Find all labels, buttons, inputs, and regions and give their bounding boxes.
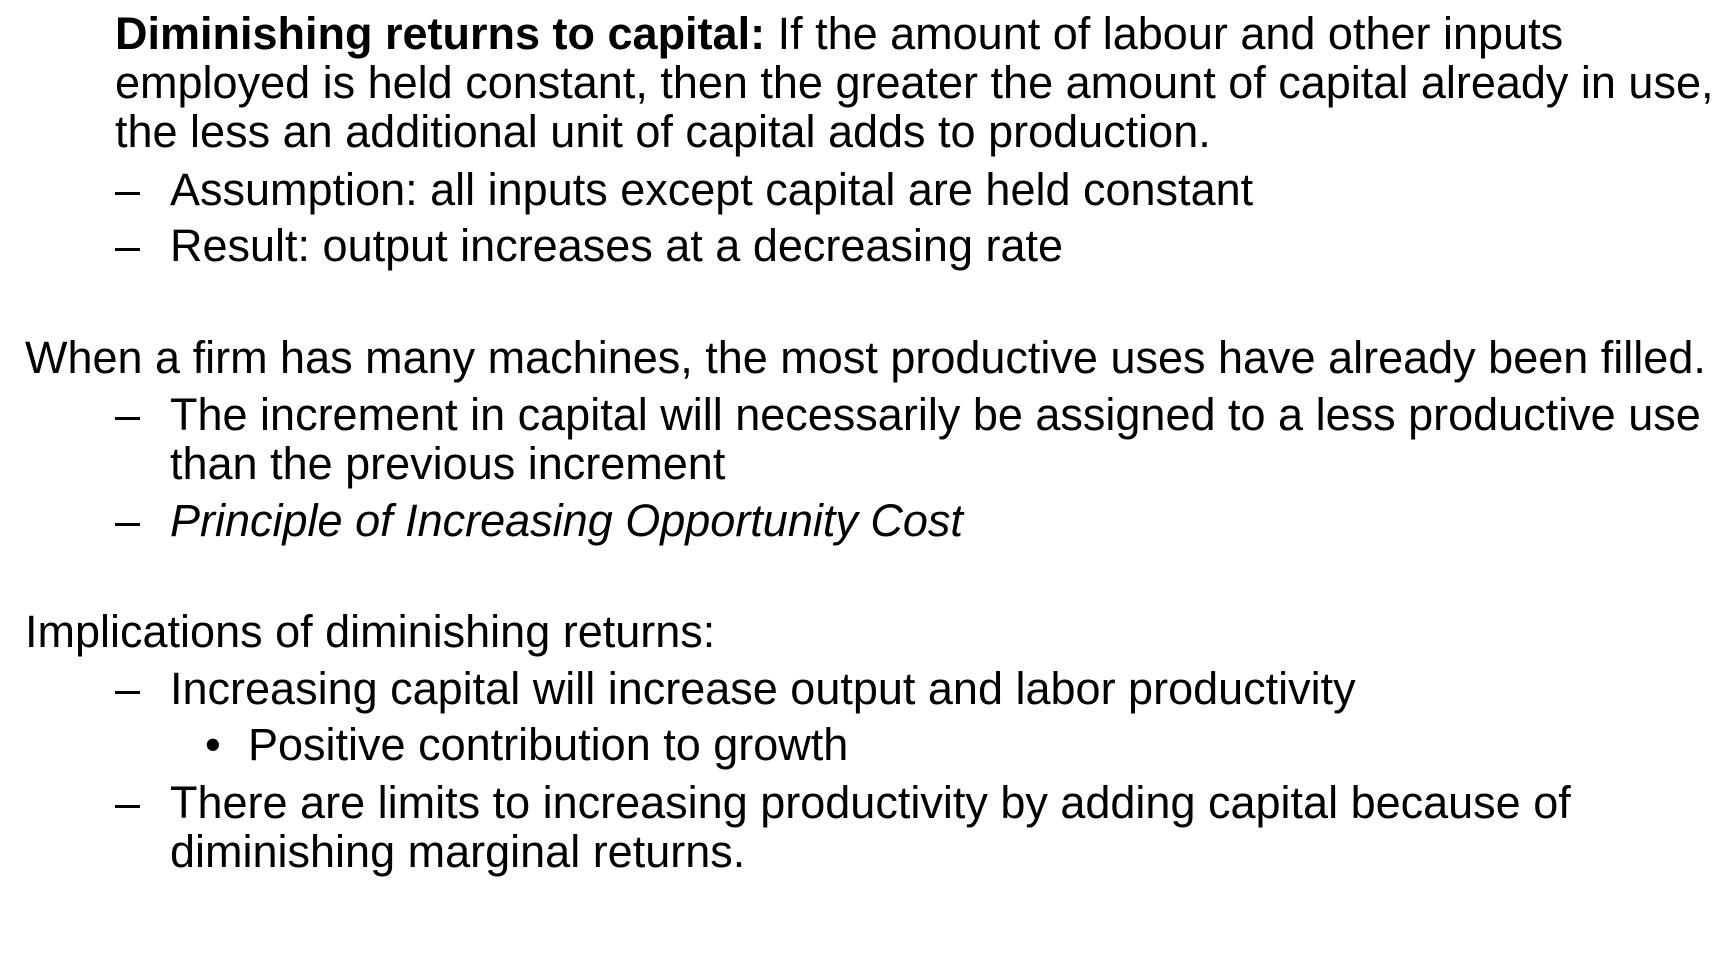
result-point: Result: output increases at a decreasing… <box>170 220 1064 271</box>
increment-point-line-2: than the previous increment <box>170 438 726 489</box>
bullet-marker: • <box>205 719 221 770</box>
definition-line-2: employed is held constant, then the grea… <box>115 57 1714 108</box>
increment-point-line-1: The increment in capital will necessaril… <box>170 389 1701 440</box>
definition-line-3: the less an additional unit of capital a… <box>115 106 1211 157</box>
limits-point-line-1: There are limits to increasing productiv… <box>170 777 1571 828</box>
dash-marker: – <box>115 495 141 546</box>
dash-marker: – <box>115 389 141 440</box>
capital-increase-point: Increasing capital will increase output … <box>170 663 1356 714</box>
definition-text-1: If the amount of labour and other inputs <box>765 8 1564 59</box>
dash-marker: – <box>115 164 141 215</box>
assumption-point: Assumption: all inputs except capital ar… <box>170 164 1254 215</box>
dash-marker: – <box>115 663 141 714</box>
implications-heading: Implications of diminishing returns: <box>25 606 716 657</box>
limits-point-line-2: diminishing marginal returns. <box>170 826 746 877</box>
principle-point: Principle of Increasing Opportunity Cost <box>170 495 963 546</box>
definition-term: Diminishing returns to capital: <box>115 8 766 59</box>
dash-marker: – <box>115 220 141 271</box>
growth-subpoint: Positive contribution to growth <box>248 719 849 770</box>
dash-marker: – <box>115 777 141 828</box>
machines-heading: When a firm has many machines, the most … <box>25 332 1706 383</box>
definition-line-1: Diminishing returns to capital: If the a… <box>115 7 1563 61</box>
